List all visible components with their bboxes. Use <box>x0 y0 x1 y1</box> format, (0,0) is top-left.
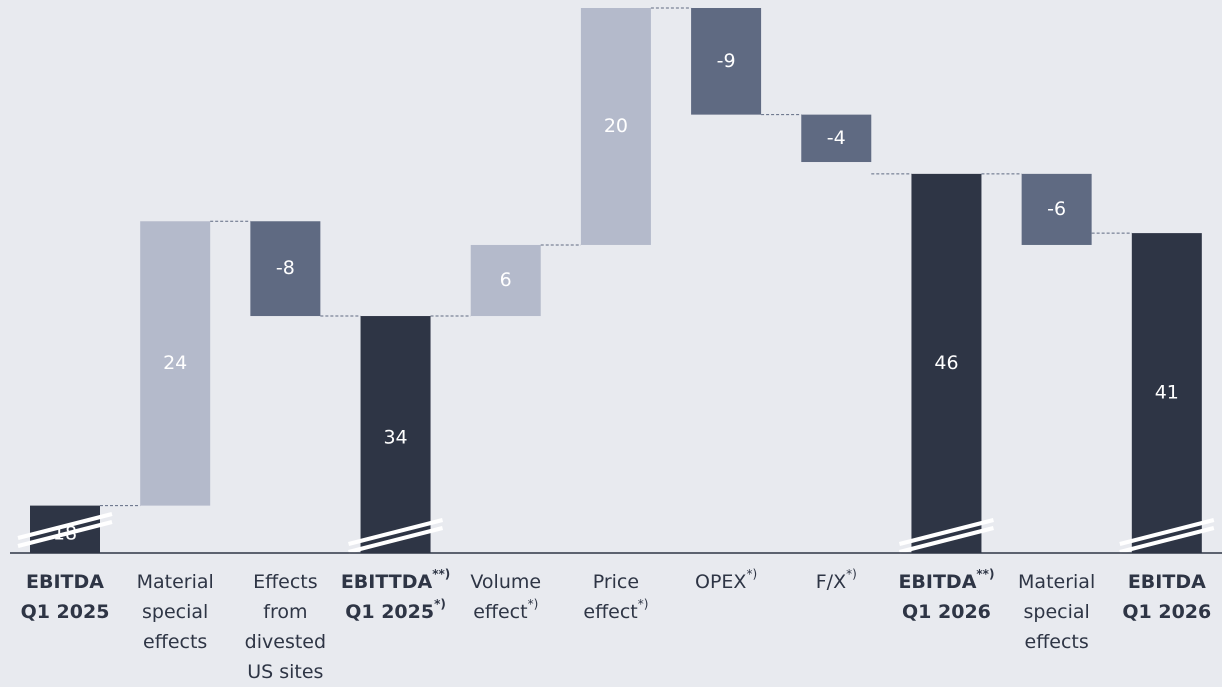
label-text: EBITTDA <box>341 571 433 593</box>
value-label: 6 <box>500 269 512 291</box>
label-text: Material <box>137 571 214 593</box>
value-label: 24 <box>163 352 187 374</box>
value-label: 41 <box>1155 382 1179 404</box>
x-tick-label: EBITTDA**) <box>341 567 450 593</box>
x-tick-label: effect*) <box>583 597 648 623</box>
label-text: Q1 2025 <box>21 601 110 623</box>
value-label: 18 <box>53 523 77 545</box>
label-text: effects <box>143 631 207 653</box>
value-label: -6 <box>1047 198 1066 220</box>
x-tick-label: Price <box>593 571 639 593</box>
label-text: effect <box>473 601 527 623</box>
label-text: Q1 2025 <box>345 601 434 623</box>
label-sup: *) <box>746 567 757 581</box>
x-tick-label: Q1 2025 <box>21 601 110 623</box>
label-sup: *) <box>434 597 446 611</box>
x-tick-label: Effects <box>253 571 318 593</box>
value-label: -8 <box>276 257 295 279</box>
label-text: EBITDA <box>26 571 104 593</box>
value-label: 46 <box>934 352 958 374</box>
bar <box>1021 173 1092 245</box>
label-text: F/X <box>816 571 846 593</box>
x-tick-label: Volume <box>470 571 541 593</box>
label-text: Q1 2026 <box>902 601 991 623</box>
label-text: effects <box>1025 631 1089 653</box>
bar <box>580 8 651 245</box>
label-sup: *) <box>846 567 857 581</box>
x-tick-label: from <box>263 601 307 623</box>
value-label: -9 <box>717 50 736 72</box>
bar <box>470 244 541 317</box>
x-tick-label: effects <box>143 631 207 653</box>
label-sup: *) <box>638 597 649 611</box>
value-label: 34 <box>383 427 407 449</box>
bar <box>360 316 431 553</box>
label-sup: *) <box>528 597 539 611</box>
bar <box>691 8 762 115</box>
x-tick-label: OPEX*) <box>695 567 757 593</box>
x-tick-label: Material <box>137 571 214 593</box>
label-text: Material <box>1018 571 1095 593</box>
label-text: effect <box>583 601 637 623</box>
x-tick-label: Q1 2025*) <box>345 597 446 623</box>
x-tick-label: F/X*) <box>816 567 857 593</box>
label-text: OPEX <box>695 571 746 593</box>
axis-break <box>17 512 113 548</box>
x-tick-label: US sites <box>247 661 323 683</box>
x-tick-label: EBITDA <box>1128 571 1206 593</box>
x-tick-label: effects <box>1025 631 1089 653</box>
x-tick-label: special <box>1023 601 1089 623</box>
x-tick-label: special <box>142 601 208 623</box>
label-sup: **) <box>432 567 450 581</box>
axis-break <box>898 518 994 554</box>
label-text: from <box>263 601 307 623</box>
axis-break <box>348 518 444 554</box>
bar <box>1131 233 1202 553</box>
value-label: 20 <box>604 115 628 137</box>
label-text: special <box>1023 601 1089 623</box>
x-tick-label: Q1 2026 <box>902 601 991 623</box>
label-text: Q1 2026 <box>1122 601 1211 623</box>
value-label: -4 <box>827 127 846 149</box>
label-text: special <box>142 601 208 623</box>
x-tick-label: EBITDA**) <box>898 567 994 593</box>
bar <box>140 221 211 506</box>
x-tick-label: effect*) <box>473 597 538 623</box>
label-text: divested <box>245 631 326 653</box>
label-text: EBITDA <box>898 571 976 593</box>
x-tick-label: Material <box>1018 571 1095 593</box>
axis-break <box>1119 518 1215 554</box>
x-tick-label: EBITDA <box>26 571 104 593</box>
x-tick-label: divested <box>245 631 326 653</box>
label-text: US sites <box>247 661 323 683</box>
bar <box>911 173 982 553</box>
label-sup: **) <box>976 567 994 581</box>
x-tick-label: Q1 2026 <box>1122 601 1211 623</box>
label-text: Effects <box>253 571 318 593</box>
label-text: Volume <box>470 571 541 593</box>
label-text: EBITDA <box>1128 571 1206 593</box>
label-text: Price <box>593 571 639 593</box>
bar <box>801 114 872 163</box>
bar <box>250 221 321 317</box>
